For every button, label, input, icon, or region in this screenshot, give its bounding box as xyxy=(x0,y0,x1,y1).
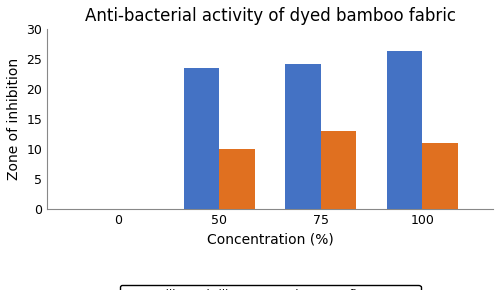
Bar xyxy=(220,149,255,209)
Legend: Bacillus subtilis, Pseudomonas fluorescens: Bacillus subtilis, Pseudomonas fluoresce… xyxy=(120,284,420,290)
Title: Anti-bacterial activity of dyed bamboo fabric: Anti-bacterial activity of dyed bamboo f… xyxy=(84,7,456,25)
Y-axis label: Zone of inhibition: Zone of inhibition xyxy=(7,58,21,180)
Bar xyxy=(422,143,458,209)
Bar xyxy=(286,64,321,209)
Bar xyxy=(386,51,422,209)
Bar xyxy=(321,131,356,209)
Bar xyxy=(184,68,220,209)
X-axis label: Concentration (%): Concentration (%) xyxy=(207,232,334,246)
